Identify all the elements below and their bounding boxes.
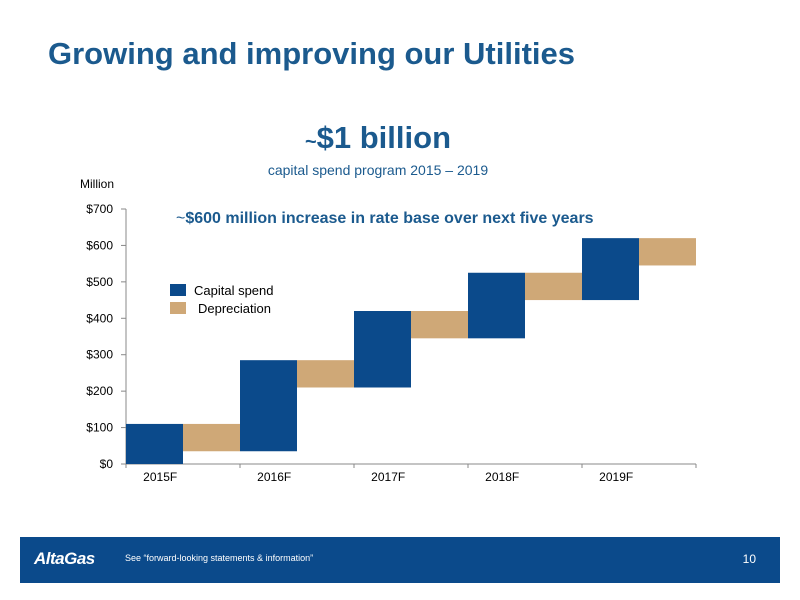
depreciation-bar bbox=[639, 238, 696, 266]
subheadline: capital spend program 2015 – 2019 bbox=[267, 162, 489, 178]
chart-bars bbox=[126, 238, 696, 464]
y-axis: $0 $100 $200 $300 $400 $500 $600 $700 bbox=[86, 202, 127, 471]
headline-value: $1 billion bbox=[316, 120, 452, 155]
annotation-text: $600 million increase in rate base over … bbox=[185, 210, 594, 227]
y-tick-label: $300 bbox=[86, 348, 113, 362]
chart-legend: Capital spend Depreciation bbox=[170, 283, 274, 316]
footer-disclaimer: See “forward-looking statements & inform… bbox=[125, 553, 314, 563]
capital-spend-bar bbox=[126, 423, 183, 464]
capital-spend-bar bbox=[468, 272, 525, 339]
footer-bar: AltaGas See “forward-looking statements … bbox=[20, 537, 780, 583]
capital-spend-bar bbox=[354, 311, 411, 388]
x-tick-label: 2016F bbox=[257, 470, 291, 484]
depreciation-bar bbox=[525, 272, 582, 301]
depreciation-bar bbox=[411, 311, 468, 339]
x-tick-label: 2019F bbox=[599, 470, 633, 484]
x-axis: 2015F 2016F 2017F 2018F 2019F bbox=[125, 463, 697, 484]
x-tick-label: 2018F bbox=[485, 470, 519, 484]
legend-label: Capital spend bbox=[194, 283, 274, 298]
y-unit-label: Million bbox=[80, 177, 115, 191]
y-tick-label: $100 bbox=[86, 421, 113, 435]
legend-swatch bbox=[170, 284, 186, 296]
legend-swatch bbox=[170, 302, 186, 314]
y-tick-label: $200 bbox=[86, 384, 113, 398]
y-tick-label: $400 bbox=[86, 311, 113, 325]
annotation-tilde: ~ bbox=[176, 210, 186, 227]
x-tick-label: 2015F bbox=[143, 470, 177, 484]
depreciation-bar bbox=[297, 360, 354, 388]
headline-tilde: ~ bbox=[304, 131, 317, 153]
y-tick-label: $0 bbox=[100, 457, 114, 471]
altagas-logo: AltaGas bbox=[34, 549, 95, 568]
y-tick-label: $700 bbox=[86, 202, 113, 216]
capital-spend-bar bbox=[582, 238, 639, 301]
headline: ~$1 billion bbox=[0, 120, 756, 156]
capital-spend-bar bbox=[240, 360, 297, 452]
chart-annotation: ~$600 million increase in rate base over… bbox=[176, 210, 594, 228]
slide-title: Growing and improving our Utilities bbox=[48, 36, 576, 71]
x-tick-label: 2017F bbox=[371, 470, 405, 484]
y-tick-label: $600 bbox=[86, 238, 113, 252]
legend-label: Depreciation bbox=[198, 301, 271, 316]
y-tick-label: $500 bbox=[86, 275, 113, 289]
depreciation-bar bbox=[183, 423, 240, 452]
page-number: 10 bbox=[742, 552, 756, 566]
